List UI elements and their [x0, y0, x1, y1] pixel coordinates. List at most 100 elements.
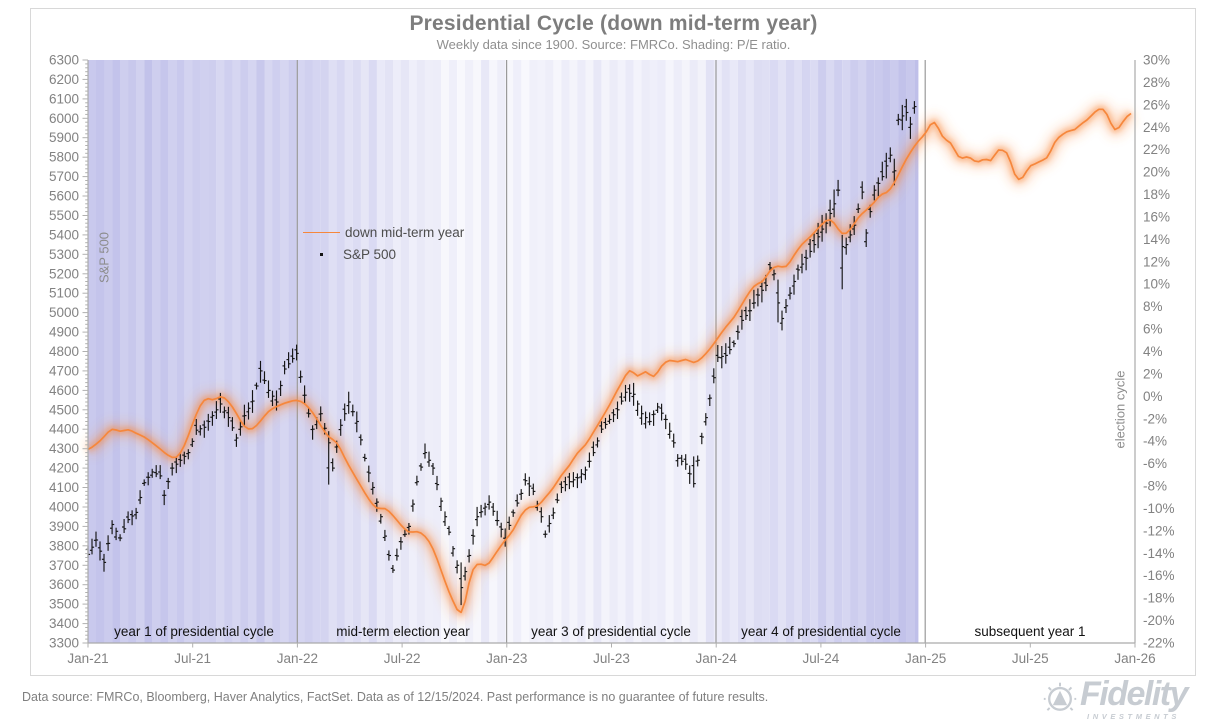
svg-text:10%: 10%: [1143, 277, 1170, 292]
svg-text:-16%: -16%: [1143, 568, 1175, 583]
svg-text:5600: 5600: [49, 189, 79, 204]
svg-text:Jan-26: Jan-26: [1114, 651, 1155, 666]
svg-text:Jul-22: Jul-22: [384, 651, 421, 666]
svg-text:14%: 14%: [1143, 232, 1170, 247]
svg-text:3700: 3700: [49, 558, 79, 573]
left-axis-ticks: [82, 59, 88, 644]
svg-text:Jul-23: Jul-23: [593, 651, 630, 666]
svg-text:-22%: -22%: [1143, 636, 1175, 651]
svg-text:6%: 6%: [1143, 322, 1163, 337]
svg-text:6000: 6000: [49, 111, 79, 126]
svg-text:Jan-23: Jan-23: [486, 651, 527, 666]
left-axis-labels: 6300 6200 6100 6000 5900 5800 5700 5600 5500 5400…: [49, 53, 79, 651]
fidelity-sun-icon: [1043, 682, 1077, 711]
svg-text:5700: 5700: [49, 169, 79, 184]
svg-text:5500: 5500: [49, 208, 79, 223]
svg-text:-4%: -4%: [1143, 434, 1167, 449]
legend-item-cycle: down mid-term year: [303, 221, 464, 243]
svg-text:26%: 26%: [1143, 97, 1170, 112]
svg-text:22%: 22%: [1143, 142, 1170, 157]
svg-text:0%: 0%: [1143, 389, 1163, 404]
right-axis-title: election cycle: [1112, 370, 1128, 449]
svg-text:4400: 4400: [49, 422, 79, 437]
cycle-line: [87, 108, 1132, 614]
svg-text:4100: 4100: [49, 480, 79, 495]
svg-text:-14%: -14%: [1143, 546, 1175, 561]
fidelity-wordmark: Fidelity: [1080, 675, 1189, 713]
svg-text:-6%: -6%: [1143, 456, 1167, 471]
svg-text:4600: 4600: [49, 383, 79, 398]
svg-text:Jul-21: Jul-21: [174, 651, 211, 666]
svg-text:28%: 28%: [1143, 75, 1170, 90]
svg-text:4500: 4500: [49, 402, 79, 417]
chart-subtitle: Weekly data since 1900. Source: FMRCo. S…: [436, 37, 791, 52]
svg-text:Jul-24: Jul-24: [803, 651, 840, 666]
svg-text:Jan-24: Jan-24: [696, 651, 738, 666]
svg-text:4700: 4700: [49, 363, 79, 378]
svg-text:6200: 6200: [49, 72, 79, 87]
svg-text:5200: 5200: [49, 266, 79, 281]
pe-shading-bands: [88, 60, 919, 643]
sp500-weekly-bars: [85, 98, 917, 606]
svg-text:Jan-21: Jan-21: [67, 651, 108, 666]
svg-text:4200: 4200: [49, 461, 79, 476]
svg-text:-8%: -8%: [1143, 479, 1167, 494]
svg-text:4300: 4300: [49, 441, 79, 456]
left-axis-title: S&P 500: [96, 231, 112, 284]
x-axis-labels: Jan-21 Jul-21 Jan-22 Jul-22 Jan-23 Jul-23 Jan-…: [67, 651, 1155, 666]
section-label-year-1: year 1 of presidential cycle: [114, 624, 274, 639]
figure-border: [30, 8, 1196, 676]
svg-text:3400: 3400: [49, 616, 79, 631]
svg-text:3300: 3300: [49, 636, 79, 651]
svg-text:16%: 16%: [1143, 210, 1170, 225]
legend-cycle-label: down mid-term year: [345, 224, 465, 240]
svg-text:5800: 5800: [49, 150, 79, 165]
svg-text:Jan-22: Jan-22: [277, 651, 318, 666]
svg-text:8%: 8%: [1143, 299, 1163, 314]
svg-text:-2%: -2%: [1143, 411, 1167, 426]
footer-disclaimer: Data source: FMRCo, Bloomberg, Haver Ana…: [22, 690, 769, 704]
svg-text:3900: 3900: [49, 519, 79, 534]
svg-text:5300: 5300: [49, 247, 79, 262]
svg-text:3600: 3600: [49, 577, 79, 592]
cycle-line-swatch: [303, 231, 340, 233]
svg-text:Jan-25: Jan-25: [905, 651, 946, 666]
fidelity-investments-text: INVESTMENTS: [1087, 711, 1180, 721]
section-label-midterm: mid-term election year: [336, 624, 470, 639]
svg-text:-12%: -12%: [1143, 523, 1175, 538]
svg-text:20%: 20%: [1143, 165, 1170, 180]
svg-text:5000: 5000: [49, 305, 79, 320]
x-axis-ticks: [87, 643, 1136, 648]
svg-text:4800: 4800: [49, 344, 79, 359]
legend-sp500-label: S&P 500: [343, 246, 397, 262]
svg-text:-20%: -20%: [1143, 613, 1175, 628]
section-label-subsequent: subsequent year 1: [974, 624, 1086, 639]
legend-item-sp500: S&P 500: [303, 243, 464, 265]
svg-text:3800: 3800: [49, 538, 79, 553]
legend: down mid-term year S&P 500: [303, 221, 464, 265]
fidelity-logo: Fidelity INVESTMENTS: [1042, 675, 1189, 721]
svg-text:5900: 5900: [49, 130, 79, 145]
fidelity-logo-text: Fidelity INVESTMENTS: [1080, 675, 1189, 721]
svg-text:-18%: -18%: [1143, 591, 1175, 606]
svg-text:4900: 4900: [49, 325, 79, 340]
section-label-year-3: year 3 of presidential cycle: [531, 624, 691, 639]
section-label-year-4: year 4 of presidential cycle: [741, 624, 901, 639]
svg-text:Jul-25: Jul-25: [1012, 651, 1049, 666]
svg-text:30%: 30%: [1143, 53, 1170, 68]
svg-text:6300: 6300: [49, 53, 79, 68]
svg-text:-10%: -10%: [1143, 501, 1175, 516]
svg-text:5100: 5100: [49, 286, 79, 301]
chart-title: Presidential Cycle (down mid-term year): [409, 12, 818, 35]
right-axis-labels: 30% 28% 26% 24% 22% 20% 18% 16% 14% 12% 10% 8% 6% 4% 2…: [1143, 53, 1175, 651]
svg-text:12%: 12%: [1143, 254, 1170, 269]
svg-text:4000: 4000: [49, 500, 79, 515]
svg-text:3500: 3500: [49, 597, 79, 612]
svg-text:6100: 6100: [49, 91, 79, 106]
svg-text:2%: 2%: [1143, 366, 1163, 381]
svg-text:24%: 24%: [1143, 120, 1170, 135]
svg-text:5400: 5400: [49, 227, 79, 242]
svg-text:18%: 18%: [1143, 187, 1170, 202]
